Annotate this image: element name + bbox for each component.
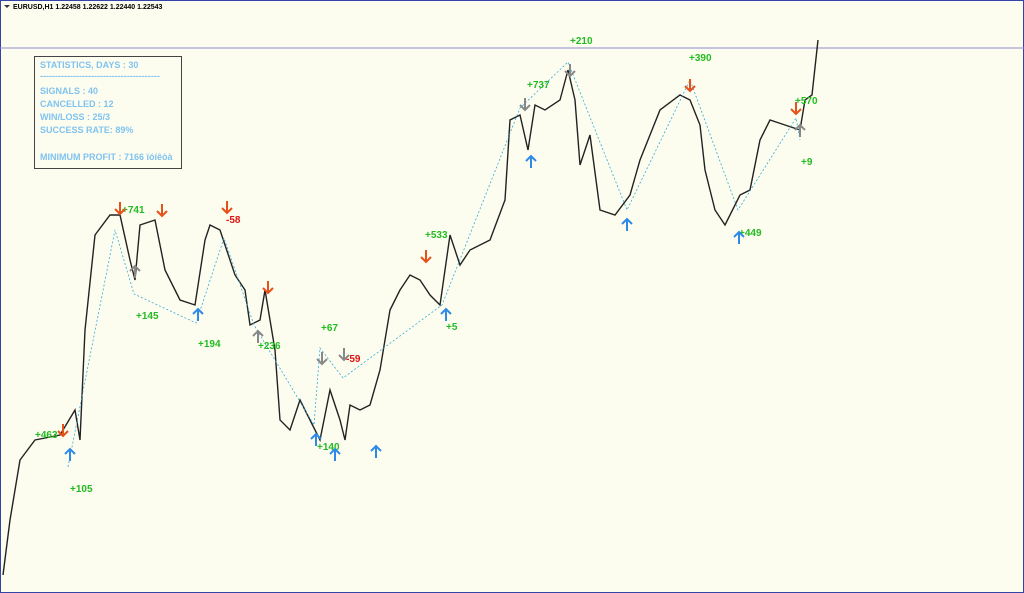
buy-arrow (733, 230, 745, 244)
profit-label: +145 (136, 311, 159, 322)
profit-label: -58 (226, 215, 241, 226)
sell-arrow (57, 424, 69, 438)
stats-heading: STATISTICS, DAYS : 30 (40, 60, 138, 70)
stats-box (34, 56, 182, 169)
sell-arrow (114, 202, 126, 216)
chart-header: EURUSD,H1 1.22458 1.22622 1.22440 1.2254… (13, 4, 163, 11)
profit-label: +9 (801, 157, 813, 168)
profit-label: +140 (317, 442, 340, 453)
buy-arrow (794, 123, 806, 137)
sell-arrow (684, 79, 696, 93)
profit-label: +194 (198, 339, 221, 350)
menu-icon[interactable] (4, 5, 10, 8)
buy-arrow (310, 432, 322, 446)
buy-arrow (64, 447, 76, 461)
sell-arrow (338, 348, 350, 362)
buy-arrow (129, 264, 141, 278)
stats-line: SUCCESS RATE: 89% (40, 125, 133, 135)
profit-label: +533 (425, 230, 448, 241)
stats-separator: ---------------------------------------- (40, 71, 160, 81)
buy-arrow (525, 154, 537, 168)
buy-arrow (621, 217, 633, 231)
sell-arrow (420, 250, 432, 264)
profit-label: +236 (258, 341, 281, 352)
sell-arrow (564, 64, 576, 78)
profit-label: +210 (570, 36, 593, 47)
profit-label: +105 (70, 484, 93, 495)
buy-arrow (370, 444, 382, 458)
sell-arrow (519, 98, 531, 112)
profit-label: +741 (122, 205, 145, 216)
buy-arrow (440, 307, 452, 321)
profit-label: +570 (795, 96, 818, 107)
profit-label: +390 (689, 53, 712, 64)
stats-line: SIGNALS : 40 (40, 86, 98, 96)
profit-label: +449 (739, 228, 762, 239)
sell-arrow (790, 102, 802, 116)
profit-label: -59 (346, 354, 361, 365)
stats-profit: MINIMUM PROFIT : 7166 ïóíêòà (40, 152, 174, 162)
buy-arrow (252, 329, 264, 343)
stats-line: WIN/LOSS : 25/3 (40, 112, 110, 122)
sell-arrow (316, 352, 328, 366)
buy-arrow (192, 307, 204, 321)
stats-line: CANCELLED : 12 (40, 99, 114, 109)
signal-path (67, 61, 801, 468)
profit-label: +737 (527, 80, 550, 91)
profit-label: +5 (446, 322, 458, 333)
profit-label: +67 (321, 323, 338, 334)
sell-arrow (156, 204, 168, 218)
sell-arrow (221, 201, 233, 215)
sell-arrow (262, 281, 274, 295)
profit-label: +463 (35, 430, 58, 441)
buy-arrow (329, 447, 341, 461)
price-path (2, 39, 819, 576)
